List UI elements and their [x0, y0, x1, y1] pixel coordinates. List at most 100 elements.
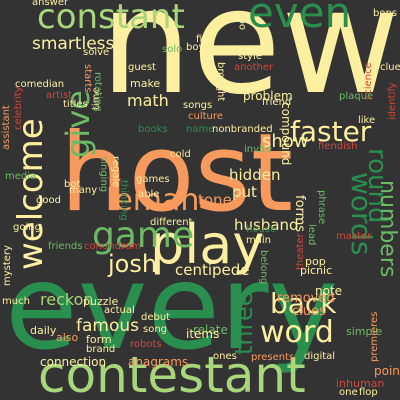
word-friends: friends [48, 241, 83, 252]
word-contestant: contestant [38, 346, 306, 400]
word-titles: titles [63, 99, 88, 110]
word-songs: songs [183, 100, 213, 111]
word-much: much [2, 296, 30, 307]
word-identify: identify [387, 82, 398, 120]
word-pop: pop [305, 255, 326, 268]
word-compound: compound [279, 102, 293, 166]
word-brought: brought [215, 62, 226, 102]
word-nonbranded: nonbranded [212, 124, 273, 135]
word-every: every [5, 238, 339, 376]
word-make: make [130, 77, 161, 90]
word-fiendish: fiendish [318, 141, 358, 152]
word-play: play [150, 213, 265, 276]
word-books: books [138, 124, 168, 135]
word-point: point [374, 364, 400, 378]
word-hidden: hidden [229, 166, 281, 184]
word-clue: clue [380, 62, 400, 73]
word-note: note [315, 284, 343, 298]
word-master: master [336, 231, 372, 242]
word-solve: solve [83, 47, 110, 58]
word-anagrams: anagrams [128, 355, 189, 369]
word-bops: bops [373, 8, 398, 19]
word-game: game [92, 215, 195, 256]
word-also: also [56, 331, 79, 344]
word-bot: bot [64, 179, 81, 190]
word-cold: cold [170, 149, 191, 160]
word-solo: solo [162, 44, 183, 55]
word-math: math [127, 91, 169, 110]
word-one: one [339, 387, 358, 398]
word-smartless: smartless [32, 34, 115, 54]
word-invite: invite [244, 144, 272, 155]
word-reckon: reckon [40, 290, 94, 309]
word-relate: relate [193, 323, 228, 337]
word-host: host [60, 111, 294, 236]
word-another: another [234, 62, 274, 73]
word-phrase: phrase [316, 190, 327, 225]
word-form: form [86, 333, 112, 346]
word-word: word [260, 315, 334, 350]
word-famous: famous [76, 316, 139, 336]
word-debut: debut [141, 312, 171, 323]
word-main: main [246, 235, 271, 246]
word-singing: singing [98, 156, 109, 193]
word-house: house [246, 224, 277, 235]
word-thinking: thinking [118, 180, 129, 221]
word-boys: boys [186, 42, 210, 53]
word-flop: flop [359, 387, 378, 398]
word-tone: tone [198, 191, 232, 209]
word-items: items [186, 327, 220, 341]
word-puzzle: puzzle [83, 295, 119, 308]
word-actual: actual [104, 305, 135, 316]
word-guest: guest [128, 62, 156, 73]
word-husband: husband [234, 216, 299, 234]
word-clues: clues [292, 304, 326, 319]
word-good: good [36, 195, 61, 206]
word-conundrum: conundrum [84, 241, 142, 252]
word-simple: simple [346, 325, 383, 338]
word-daily: daily [30, 324, 57, 337]
word-numbers: numbers [375, 180, 400, 278]
word-constant: constant [37, 0, 185, 37]
word-different: different [150, 217, 193, 228]
word-back: back [270, 287, 337, 320]
word-presents: presents [251, 352, 295, 363]
word-style: style [238, 51, 262, 62]
word-removed: removed [277, 291, 335, 306]
word-robots: robots [130, 339, 162, 350]
word-premieres: premieres [369, 311, 380, 362]
word-even: even [248, 0, 352, 37]
word-many: many [69, 185, 98, 196]
word-belong: belong [258, 250, 269, 285]
word-brand: brand [86, 344, 116, 355]
word-three: three [230, 291, 258, 356]
word-centipede: centipede [175, 261, 250, 279]
word-like: like [358, 115, 376, 126]
word-rotating: rotating [92, 72, 103, 112]
word-leman: leman [106, 183, 200, 218]
word-song: song [143, 324, 168, 335]
word-mystery: mystery [2, 245, 13, 286]
word-answer: answer [32, 0, 69, 8]
word-culture: culture [188, 111, 223, 122]
word-ones: ones [213, 351, 237, 362]
word-starts: starts [82, 64, 93, 93]
word-faster: faster [290, 115, 372, 148]
word-comedian: comedian [15, 79, 65, 90]
word-going: going [13, 222, 41, 233]
word-games: games [136, 174, 170, 185]
word-put: put [232, 183, 257, 201]
word-media: media [5, 171, 37, 182]
word-show: show [262, 131, 309, 152]
word-assistant: assistant [1, 105, 12, 150]
word-friend: friend [262, 97, 292, 108]
word-name: name [186, 124, 215, 135]
word-able: able [138, 189, 160, 200]
word-josh: josh [108, 250, 158, 278]
word-celebrity: celebrity [13, 86, 24, 130]
word-five: five [196, 34, 215, 45]
word-problem: problem [243, 89, 293, 103]
word-plaque: plaque [339, 91, 374, 102]
word-new: new [100, 0, 400, 127]
